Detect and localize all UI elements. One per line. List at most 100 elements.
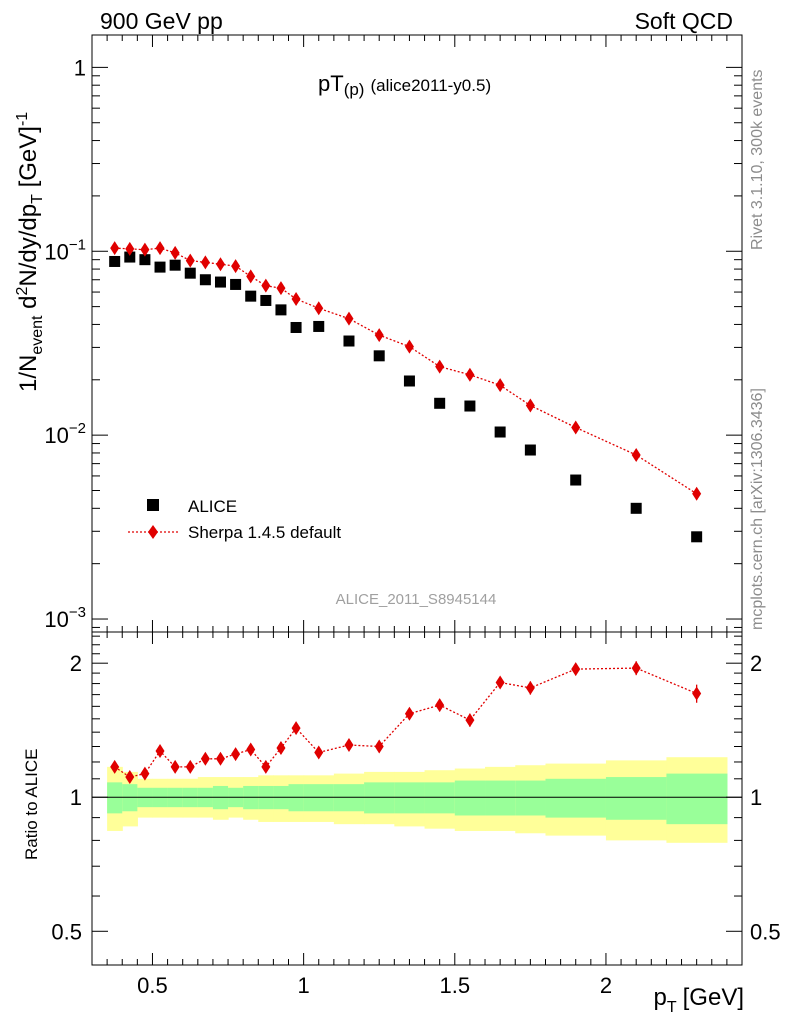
title-sub: (p): [344, 80, 365, 99]
x-tick-label: 2: [600, 973, 612, 998]
sherpa-point: [185, 253, 195, 268]
ratio-point: [261, 759, 271, 774]
x-tick-label: 0.5: [137, 973, 168, 998]
header-right: Soft QCD: [635, 8, 733, 34]
ratio-point: [435, 698, 445, 713]
band-inner-bin: [605, 777, 668, 820]
data-marks: [109, 241, 703, 785]
sherpa-point: [404, 339, 414, 354]
ratio-point: [344, 738, 354, 753]
svg-text:mcplots.cern.ch [arXiv:1306.34: mcplots.cern.ch [arXiv:1306.3436]: [749, 388, 766, 630]
alice-point: [169, 259, 181, 271]
ratio-point: [314, 745, 324, 760]
sherpa-point: [435, 359, 445, 374]
sherpa-point: [631, 447, 641, 462]
sherpa-point: [344, 311, 354, 326]
alice-point: [260, 294, 272, 306]
alice-point: [139, 254, 151, 266]
sherpa-point: [261, 278, 271, 293]
ratio-y-tick-label-left: 0.5: [51, 919, 82, 944]
mcplots-label: mcplots.cern.ch [arXiv:1306.3436]: [749, 388, 766, 630]
uncertainty-bands: [107, 757, 728, 843]
sherpa-line: [114, 247, 698, 495]
alice-point: [230, 278, 242, 290]
sherpa-point: [692, 486, 702, 501]
sherpa-point: [215, 257, 225, 272]
legend-marker-sherpa: [148, 525, 158, 539]
svg-text:1/Nevent d2N/dy/dpT [GeV]-1: 1/Nevent d2N/dy/dpT [GeV]-1: [14, 112, 46, 392]
band-inner-bin: [545, 778, 607, 818]
alice-point: [199, 274, 211, 286]
sherpa-point: [571, 420, 581, 435]
ratio-point: [525, 680, 535, 695]
main-y-tick-label: 1: [74, 55, 86, 80]
legend-label-sherpa: Sherpa 1.4.5 default: [188, 523, 341, 542]
x-tick-label: 1: [298, 973, 310, 998]
alice-point: [124, 251, 136, 263]
sherpa-point: [125, 241, 135, 256]
ratio-point: [276, 740, 286, 755]
ratio-point: [170, 759, 180, 774]
x-axis-label: pT [GeV]: [654, 984, 745, 1016]
sherpa-point: [200, 255, 210, 270]
ratio-point: [291, 721, 301, 736]
ratio-frame: [91, 631, 743, 966]
band-inner-bin: [454, 780, 486, 816]
alice-point: [313, 320, 325, 332]
ratio-point: [125, 770, 135, 785]
title-main: pT: [318, 71, 344, 96]
alice-point: [434, 397, 446, 409]
band-inner-bin: [424, 782, 456, 814]
ratio-y-tick-label-right: 2: [750, 651, 762, 676]
ratio-point: [200, 751, 210, 766]
alice-point: [290, 321, 302, 333]
ratio-point: [495, 675, 505, 690]
analysis-watermark: ALICE_2011_S8945144: [336, 591, 497, 608]
header-left: 900 GeV pp: [100, 8, 223, 34]
ratio-point: [231, 747, 241, 762]
alice-point: [373, 350, 385, 362]
legend: ALICE Sherpa 1.4.5 default: [128, 497, 341, 542]
sherpa-point: [495, 378, 505, 393]
ratio-line: [114, 667, 697, 778]
ratio-point: [404, 706, 414, 721]
main-y-tick-label: 10−2: [44, 420, 86, 448]
alice-point: [464, 400, 476, 412]
main-frame: [91, 34, 743, 633]
main-y-tick-label: 10−3: [44, 604, 86, 632]
alice-point: [630, 502, 642, 514]
main-y-tick-label: 10−1: [44, 236, 86, 264]
sherpa-point: [231, 259, 241, 274]
ratio-y-tick-label-right: 0.5: [750, 919, 781, 944]
alice-point: [214, 276, 226, 288]
alice-point: [154, 261, 166, 273]
alice-point: [691, 531, 703, 543]
alice-point: [245, 290, 257, 302]
title-rest: (alice2011-y0.5): [370, 76, 491, 95]
ratio-y-tick-label-left: 2: [70, 651, 82, 676]
alice-point: [343, 335, 355, 347]
ratio-point: [465, 713, 475, 728]
band-inner-bin: [394, 782, 426, 814]
alice-point: [524, 444, 536, 456]
ratio-point: [631, 661, 641, 676]
svg-text:Rivet 3.1.10, 300k events: Rivet 3.1.10, 300k events: [749, 69, 766, 250]
sherpa-point: [291, 292, 301, 307]
ratio-y-tick-label-left: 1: [70, 785, 82, 810]
sherpa-point: [276, 281, 286, 296]
ratio-y-tick-label-right: 1: [750, 785, 762, 810]
alice-point: [570, 474, 582, 486]
axes-frames: 0.5 1 1.5 2 1 10−1 10−2 10−3 0.5 0.5 1 1 2 2: [44, 34, 781, 998]
ratio-point: [692, 686, 702, 701]
ratio-point: [374, 739, 384, 754]
sherpa-point: [465, 367, 475, 382]
ratio-point: [185, 759, 195, 774]
x-tick-label: 1.5: [439, 973, 470, 998]
band-inner-bin: [515, 780, 547, 816]
ratio-point: [110, 759, 120, 774]
alice-point: [403, 375, 415, 387]
sherpa-point: [246, 269, 256, 284]
ratio-point: [155, 744, 165, 759]
sherpa-point: [170, 245, 180, 260]
